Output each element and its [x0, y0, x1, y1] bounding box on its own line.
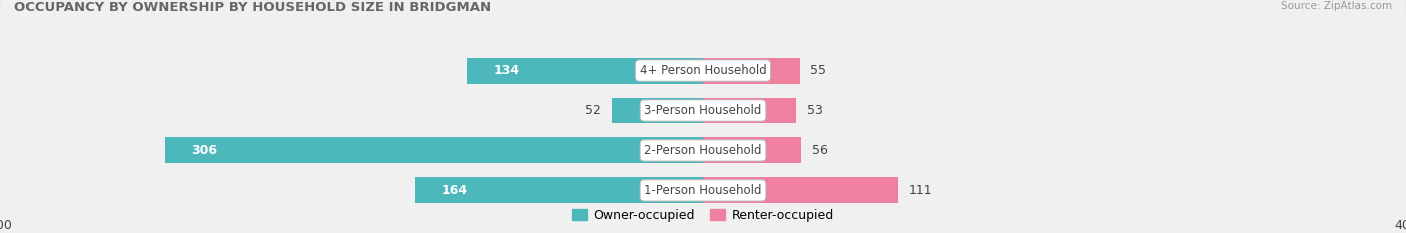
Text: 55: 55	[810, 64, 827, 77]
Bar	[415, 177, 703, 203]
Bar	[165, 137, 703, 163]
Bar	[467, 58, 703, 84]
Bar	[612, 98, 703, 123]
Bar	[703, 98, 796, 123]
Text: 134: 134	[494, 64, 520, 77]
Text: 53: 53	[807, 104, 823, 117]
Text: 164: 164	[441, 184, 467, 197]
Bar	[703, 177, 898, 203]
Text: OCCUPANCY BY OWNERSHIP BY HOUSEHOLD SIZE IN BRIDGMAN: OCCUPANCY BY OWNERSHIP BY HOUSEHOLD SIZE…	[14, 1, 491, 14]
Legend: Owner-occupied, Renter-occupied: Owner-occupied, Renter-occupied	[568, 204, 838, 227]
Text: 2-Person Household: 2-Person Household	[644, 144, 762, 157]
Text: 111: 111	[908, 184, 932, 197]
Text: 52: 52	[585, 104, 602, 117]
Text: 4+ Person Household: 4+ Person Household	[640, 64, 766, 77]
Text: 306: 306	[191, 144, 218, 157]
Text: 3-Person Household: 3-Person Household	[644, 104, 762, 117]
Text: 1-Person Household: 1-Person Household	[644, 184, 762, 197]
Bar	[703, 137, 801, 163]
Text: 56: 56	[813, 144, 828, 157]
Bar	[703, 58, 800, 84]
Text: Source: ZipAtlas.com: Source: ZipAtlas.com	[1281, 1, 1392, 11]
